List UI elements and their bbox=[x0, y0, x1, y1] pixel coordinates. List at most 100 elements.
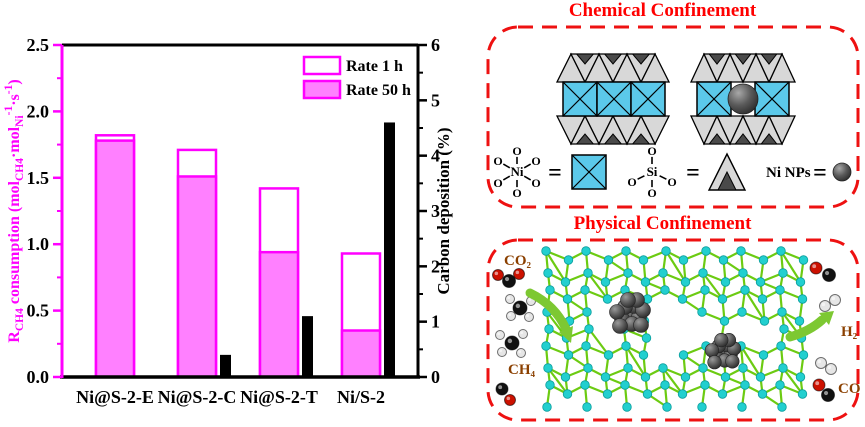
equals-sign: = bbox=[686, 160, 700, 186]
framework-atom bbox=[678, 350, 689, 360]
framework-atom bbox=[797, 294, 808, 304]
framework-atom bbox=[544, 324, 554, 334]
arrow-out bbox=[785, 315, 827, 342]
ch4-label: CH₄ bbox=[508, 362, 536, 378]
bar-group-Ni@S-2-C bbox=[176, 148, 231, 379]
right-tick-label: 1 bbox=[431, 312, 440, 332]
framework-atom bbox=[757, 389, 768, 399]
framework-atom bbox=[778, 268, 788, 278]
framework-atom bbox=[545, 285, 555, 295]
framework-atom bbox=[697, 402, 707, 412]
silica-tetrahedron-dark bbox=[708, 133, 726, 145]
physical-panel-border bbox=[486, 238, 860, 422]
framework-atom bbox=[562, 389, 573, 399]
framework-bond bbox=[625, 345, 647, 378]
ni-np-glyph bbox=[832, 162, 852, 182]
oxygen-label: O bbox=[667, 175, 676, 189]
co-label: CO bbox=[838, 381, 861, 397]
framework-atom bbox=[641, 333, 652, 343]
framework-atom bbox=[622, 402, 632, 412]
h2-label: H₂ bbox=[841, 324, 858, 340]
bar-group-Ni/S-2 bbox=[340, 122, 395, 379]
framework-atom bbox=[600, 277, 611, 287]
category-label: Ni/S-2 bbox=[337, 387, 385, 407]
framework-atom bbox=[541, 246, 551, 256]
bar-carbon-deposition bbox=[220, 354, 231, 377]
framework-atom bbox=[738, 363, 748, 373]
right-tick-label: 6 bbox=[431, 35, 440, 55]
silica-tetrahedron-dark bbox=[631, 53, 651, 65]
framework-atom bbox=[759, 316, 770, 326]
framework-bond bbox=[744, 289, 766, 322]
framework-atom bbox=[737, 307, 747, 317]
framework-atom bbox=[698, 363, 708, 373]
bar-carbon-deposition bbox=[384, 122, 395, 377]
framework-atom bbox=[717, 389, 728, 399]
framework-atom bbox=[798, 350, 809, 360]
legend-label-rate-50h: Rate 50 h bbox=[346, 82, 411, 99]
framework-atom bbox=[737, 402, 747, 412]
silica-tetrahedron-dark bbox=[575, 53, 595, 65]
framework-atom bbox=[563, 255, 574, 265]
left-axis-title: RCH4 consumption (molCH4·molNi-1·s-1) bbox=[3, 79, 26, 342]
framework-bond bbox=[662, 367, 684, 395]
framework-atom bbox=[662, 402, 672, 412]
ni-cluster bbox=[609, 292, 651, 334]
framework-atom bbox=[543, 268, 553, 278]
framework-atom bbox=[778, 363, 788, 373]
framework-atom bbox=[543, 363, 553, 373]
framework-atom bbox=[541, 341, 551, 351]
framework-atom bbox=[562, 294, 573, 304]
framework-atom bbox=[678, 255, 689, 265]
left-tick-label: 0.0 bbox=[27, 367, 50, 387]
framework-atom bbox=[563, 350, 574, 360]
framework-bond bbox=[665, 250, 687, 283]
framework-atom bbox=[677, 389, 688, 399]
framework-atom bbox=[638, 255, 649, 265]
framework-atom bbox=[602, 294, 613, 304]
left-tick-label: 0.5 bbox=[27, 301, 50, 321]
left-tick-label: 2.5 bbox=[27, 35, 50, 55]
framework-atom bbox=[661, 246, 671, 256]
framework-atom bbox=[718, 255, 729, 265]
framework-atom bbox=[640, 372, 651, 382]
ni-nanoparticle-sphere bbox=[727, 83, 759, 115]
framework-atom bbox=[620, 380, 630, 390]
framework-atom bbox=[680, 277, 691, 287]
silica-tetrahedron-dark bbox=[603, 133, 623, 145]
framework-atom bbox=[720, 372, 731, 382]
tetrahedron-glyph-dark bbox=[717, 170, 737, 191]
oxygen-label: O bbox=[647, 144, 656, 158]
framework-bond bbox=[587, 272, 609, 300]
oxygen-label: O bbox=[493, 176, 502, 190]
physical-panel-title: Physical Confinement bbox=[573, 213, 752, 234]
framework-atom bbox=[602, 389, 613, 399]
right-tick-label: 3 bbox=[431, 201, 440, 221]
equals-sign: = bbox=[548, 160, 562, 186]
oxygen-label: O bbox=[531, 176, 540, 190]
oxygen-label: O bbox=[512, 144, 521, 158]
silica-tetrahedron-dark bbox=[760, 133, 778, 145]
framework-atom bbox=[717, 294, 728, 304]
framework-atom bbox=[701, 246, 711, 256]
structure-ni-layer bbox=[555, 52, 671, 146]
bar-carbon-deposition bbox=[302, 316, 313, 377]
legend-swatch-rate-1h bbox=[302, 55, 342, 76]
framework-atom bbox=[740, 285, 750, 295]
framework-atom bbox=[621, 246, 631, 256]
framework-bond bbox=[702, 272, 724, 300]
framework-atom bbox=[697, 307, 707, 317]
right-tick-label: 0 bbox=[431, 367, 440, 387]
framework-atom bbox=[581, 341, 591, 351]
chart-legend: Rate 1 h Rate 50 h bbox=[302, 55, 411, 100]
bar-rate-50h bbox=[94, 139, 136, 379]
framework-atom bbox=[603, 255, 614, 265]
left-tick-label: 1.0 bbox=[27, 234, 50, 254]
framework-atom bbox=[798, 255, 809, 265]
reaction-arrows bbox=[525, 288, 834, 343]
right-tick-label: 2 bbox=[431, 256, 440, 276]
framework-atom bbox=[777, 402, 787, 412]
silica-tetrahedron-dark bbox=[708, 53, 726, 65]
